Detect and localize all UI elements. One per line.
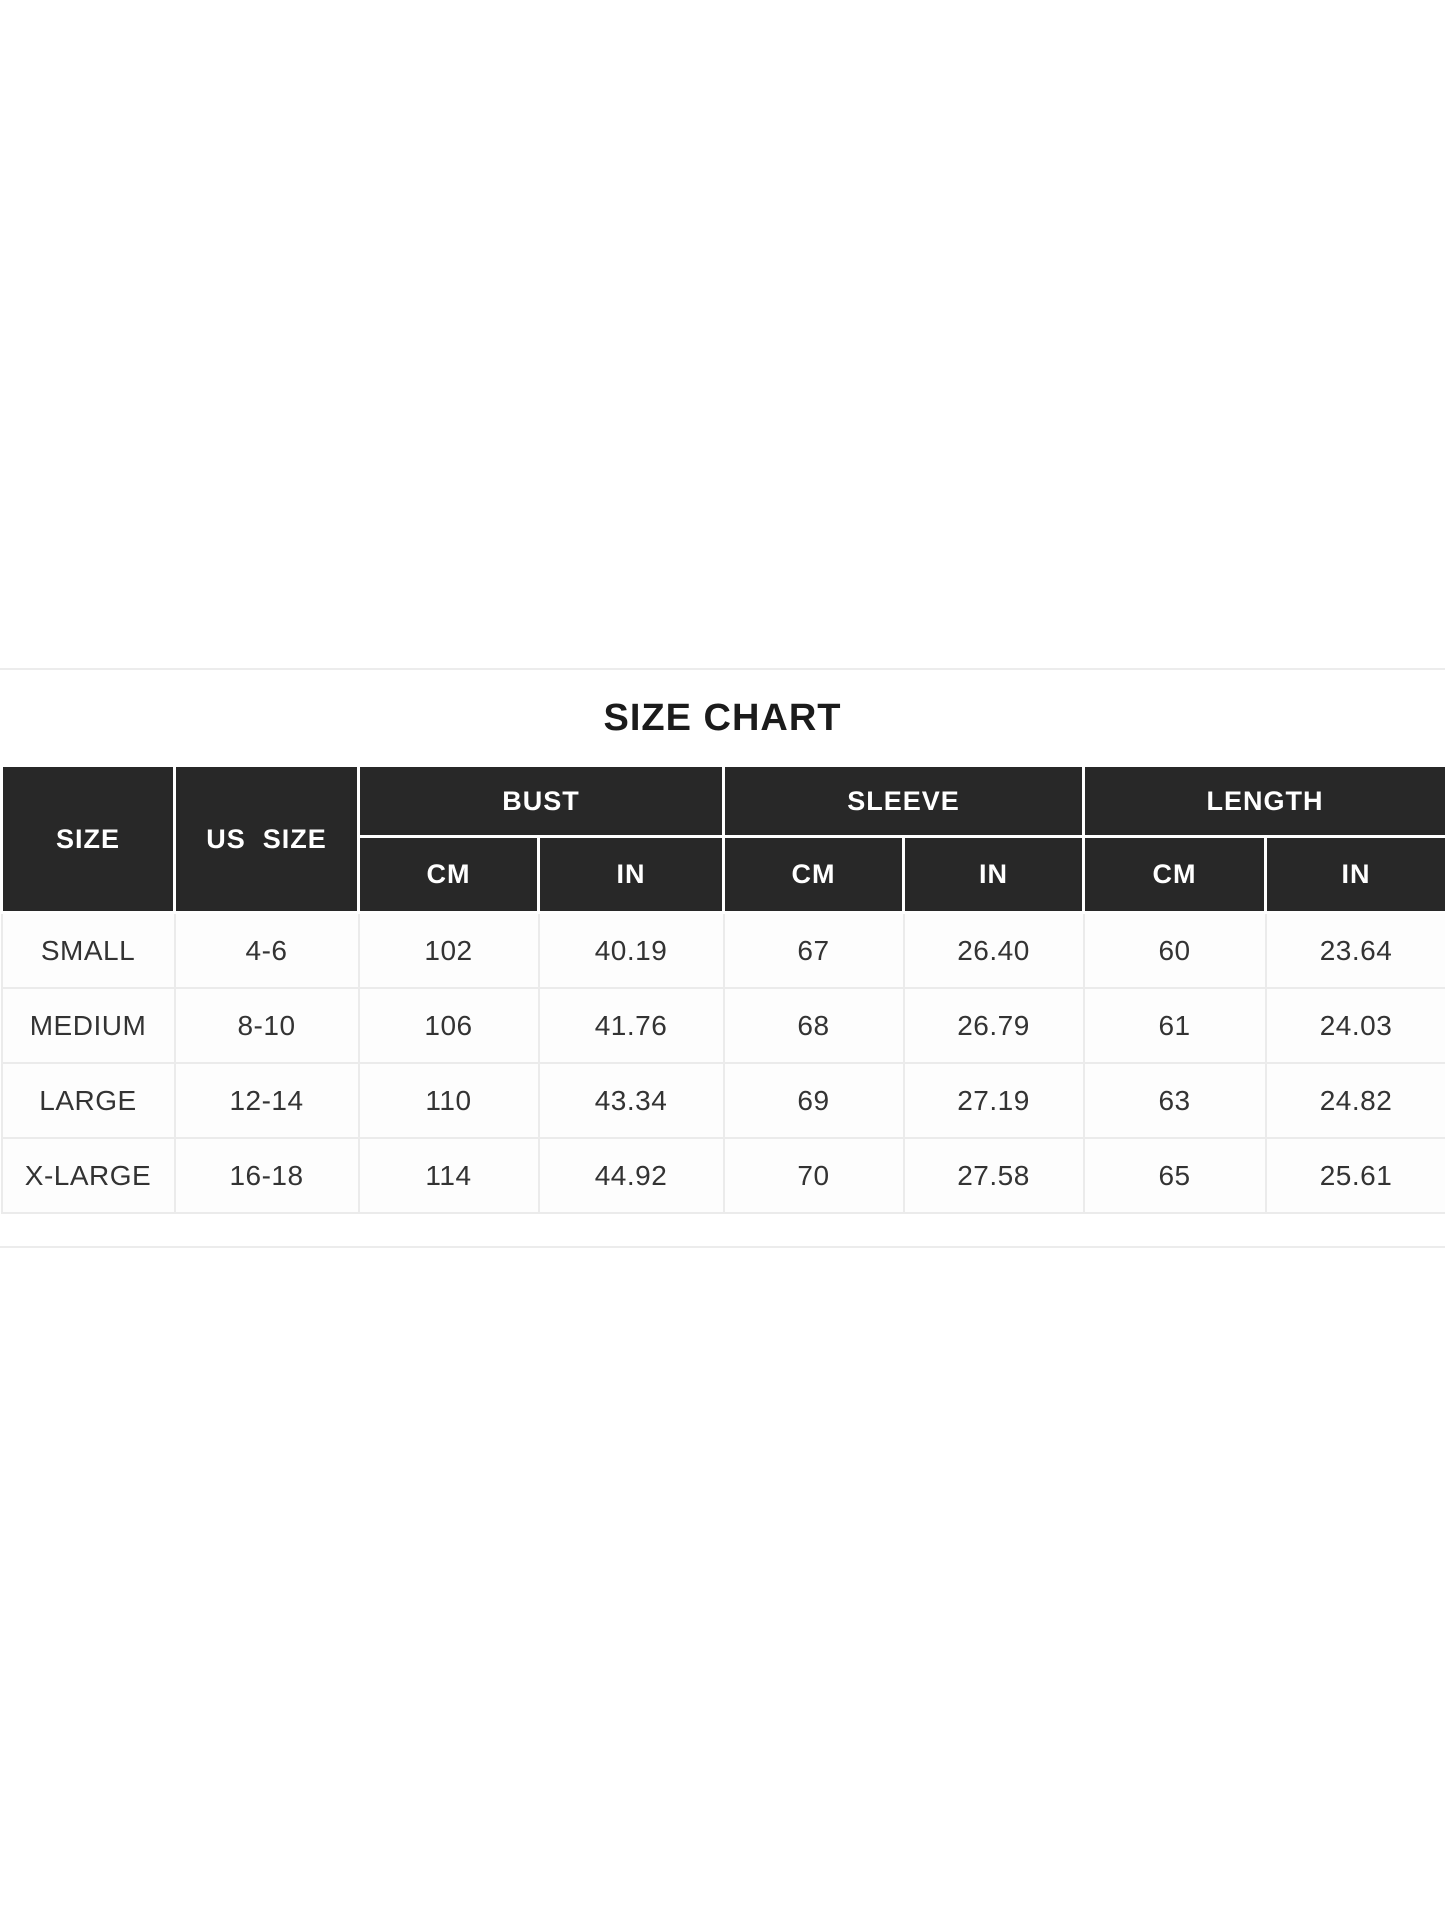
page-title: SIZE CHART [603, 697, 842, 739]
unit-header-sleeve-in: IN [901, 835, 1086, 914]
cell-size: MEDIUM [0, 987, 176, 1064]
unit-header-length-in: IN [1264, 835, 1445, 914]
cell-length-cm: 63 [1082, 1062, 1267, 1139]
cell-us-size: 16-18 [173, 1137, 360, 1214]
cell-length-cm: 60 [1082, 911, 1267, 989]
cell-size: LARGE [0, 1062, 176, 1139]
cell-length-in: 24.82 [1264, 1062, 1445, 1139]
top-divider-line [0, 668, 1445, 670]
header-unit-row: CM IN CM IN CM IN [2, 835, 1445, 914]
column-header-bust: BUST [357, 764, 725, 838]
cell-bust-cm: 106 [357, 987, 540, 1064]
cell-sleeve-cm: 70 [722, 1137, 905, 1214]
cell-length-in: 23.64 [1264, 911, 1445, 989]
column-header-us-size: US SIZE [173, 764, 360, 914]
cell-bust-in: 40.19 [537, 911, 725, 989]
cell-us-size: 4-6 [173, 911, 360, 989]
cell-sleeve-in: 27.19 [902, 1062, 1085, 1139]
cell-sleeve-in: 26.79 [902, 987, 1085, 1064]
table-row-small: SMALL 4-6 102 40.19 67 26.40 60 23.64 [0, 911, 1445, 989]
unit-header-bust-in: IN [537, 835, 725, 914]
cell-us-size: 12-14 [173, 1062, 360, 1139]
cell-sleeve-in: 26.40 [902, 911, 1085, 989]
cell-sleeve-in: 27.58 [902, 1137, 1085, 1214]
cell-length-cm: 61 [1082, 987, 1267, 1064]
cell-bust-cm: 102 [357, 911, 540, 989]
unit-header-bust-cm: CM [357, 835, 540, 914]
cell-bust-cm: 110 [357, 1062, 540, 1139]
unit-header-sleeve-cm: CM [722, 835, 905, 914]
column-header-length: LENGTH [1082, 764, 1445, 838]
cell-size: SMALL [0, 911, 176, 989]
cell-sleeve-cm: 68 [722, 987, 905, 1064]
table-row-medium: MEDIUM 8-10 106 41.76 68 26.79 61 24.03 [0, 987, 1445, 1064]
cell-bust-in: 41.76 [537, 987, 725, 1064]
table-row-x-large: X-LARGE 16-18 114 44.92 70 27.58 65 25.6… [0, 1137, 1445, 1214]
column-header-sleeve: SLEEVE [721, 764, 1086, 838]
cell-us-size: 8-10 [173, 987, 360, 1064]
column-header-size: SIZE [0, 764, 176, 914]
cell-length-in: 24.03 [1264, 987, 1445, 1064]
bottom-divider-line [0, 1246, 1445, 1248]
cell-length-in: 25.61 [1264, 1137, 1445, 1214]
table-row-large: LARGE 12-14 110 43.34 69 27.19 63 24.82 [0, 1062, 1445, 1139]
cell-length-cm: 65 [1082, 1137, 1267, 1214]
unit-header-length-cm: CM [1082, 835, 1268, 914]
cell-bust-cm: 114 [357, 1137, 540, 1214]
cell-bust-in: 43.34 [537, 1062, 725, 1139]
size-chart-table: SIZE US SIZE BUST SLEEVE LENGTH CM IN CM… [0, 764, 1445, 1214]
header-group-row: SIZE US SIZE BUST SLEEVE LENGTH [0, 764, 1445, 914]
cell-sleeve-cm: 67 [722, 911, 905, 989]
cell-bust-in: 44.92 [537, 1137, 725, 1214]
cell-sleeve-cm: 69 [722, 1062, 905, 1139]
cell-size: X-LARGE [0, 1137, 176, 1214]
